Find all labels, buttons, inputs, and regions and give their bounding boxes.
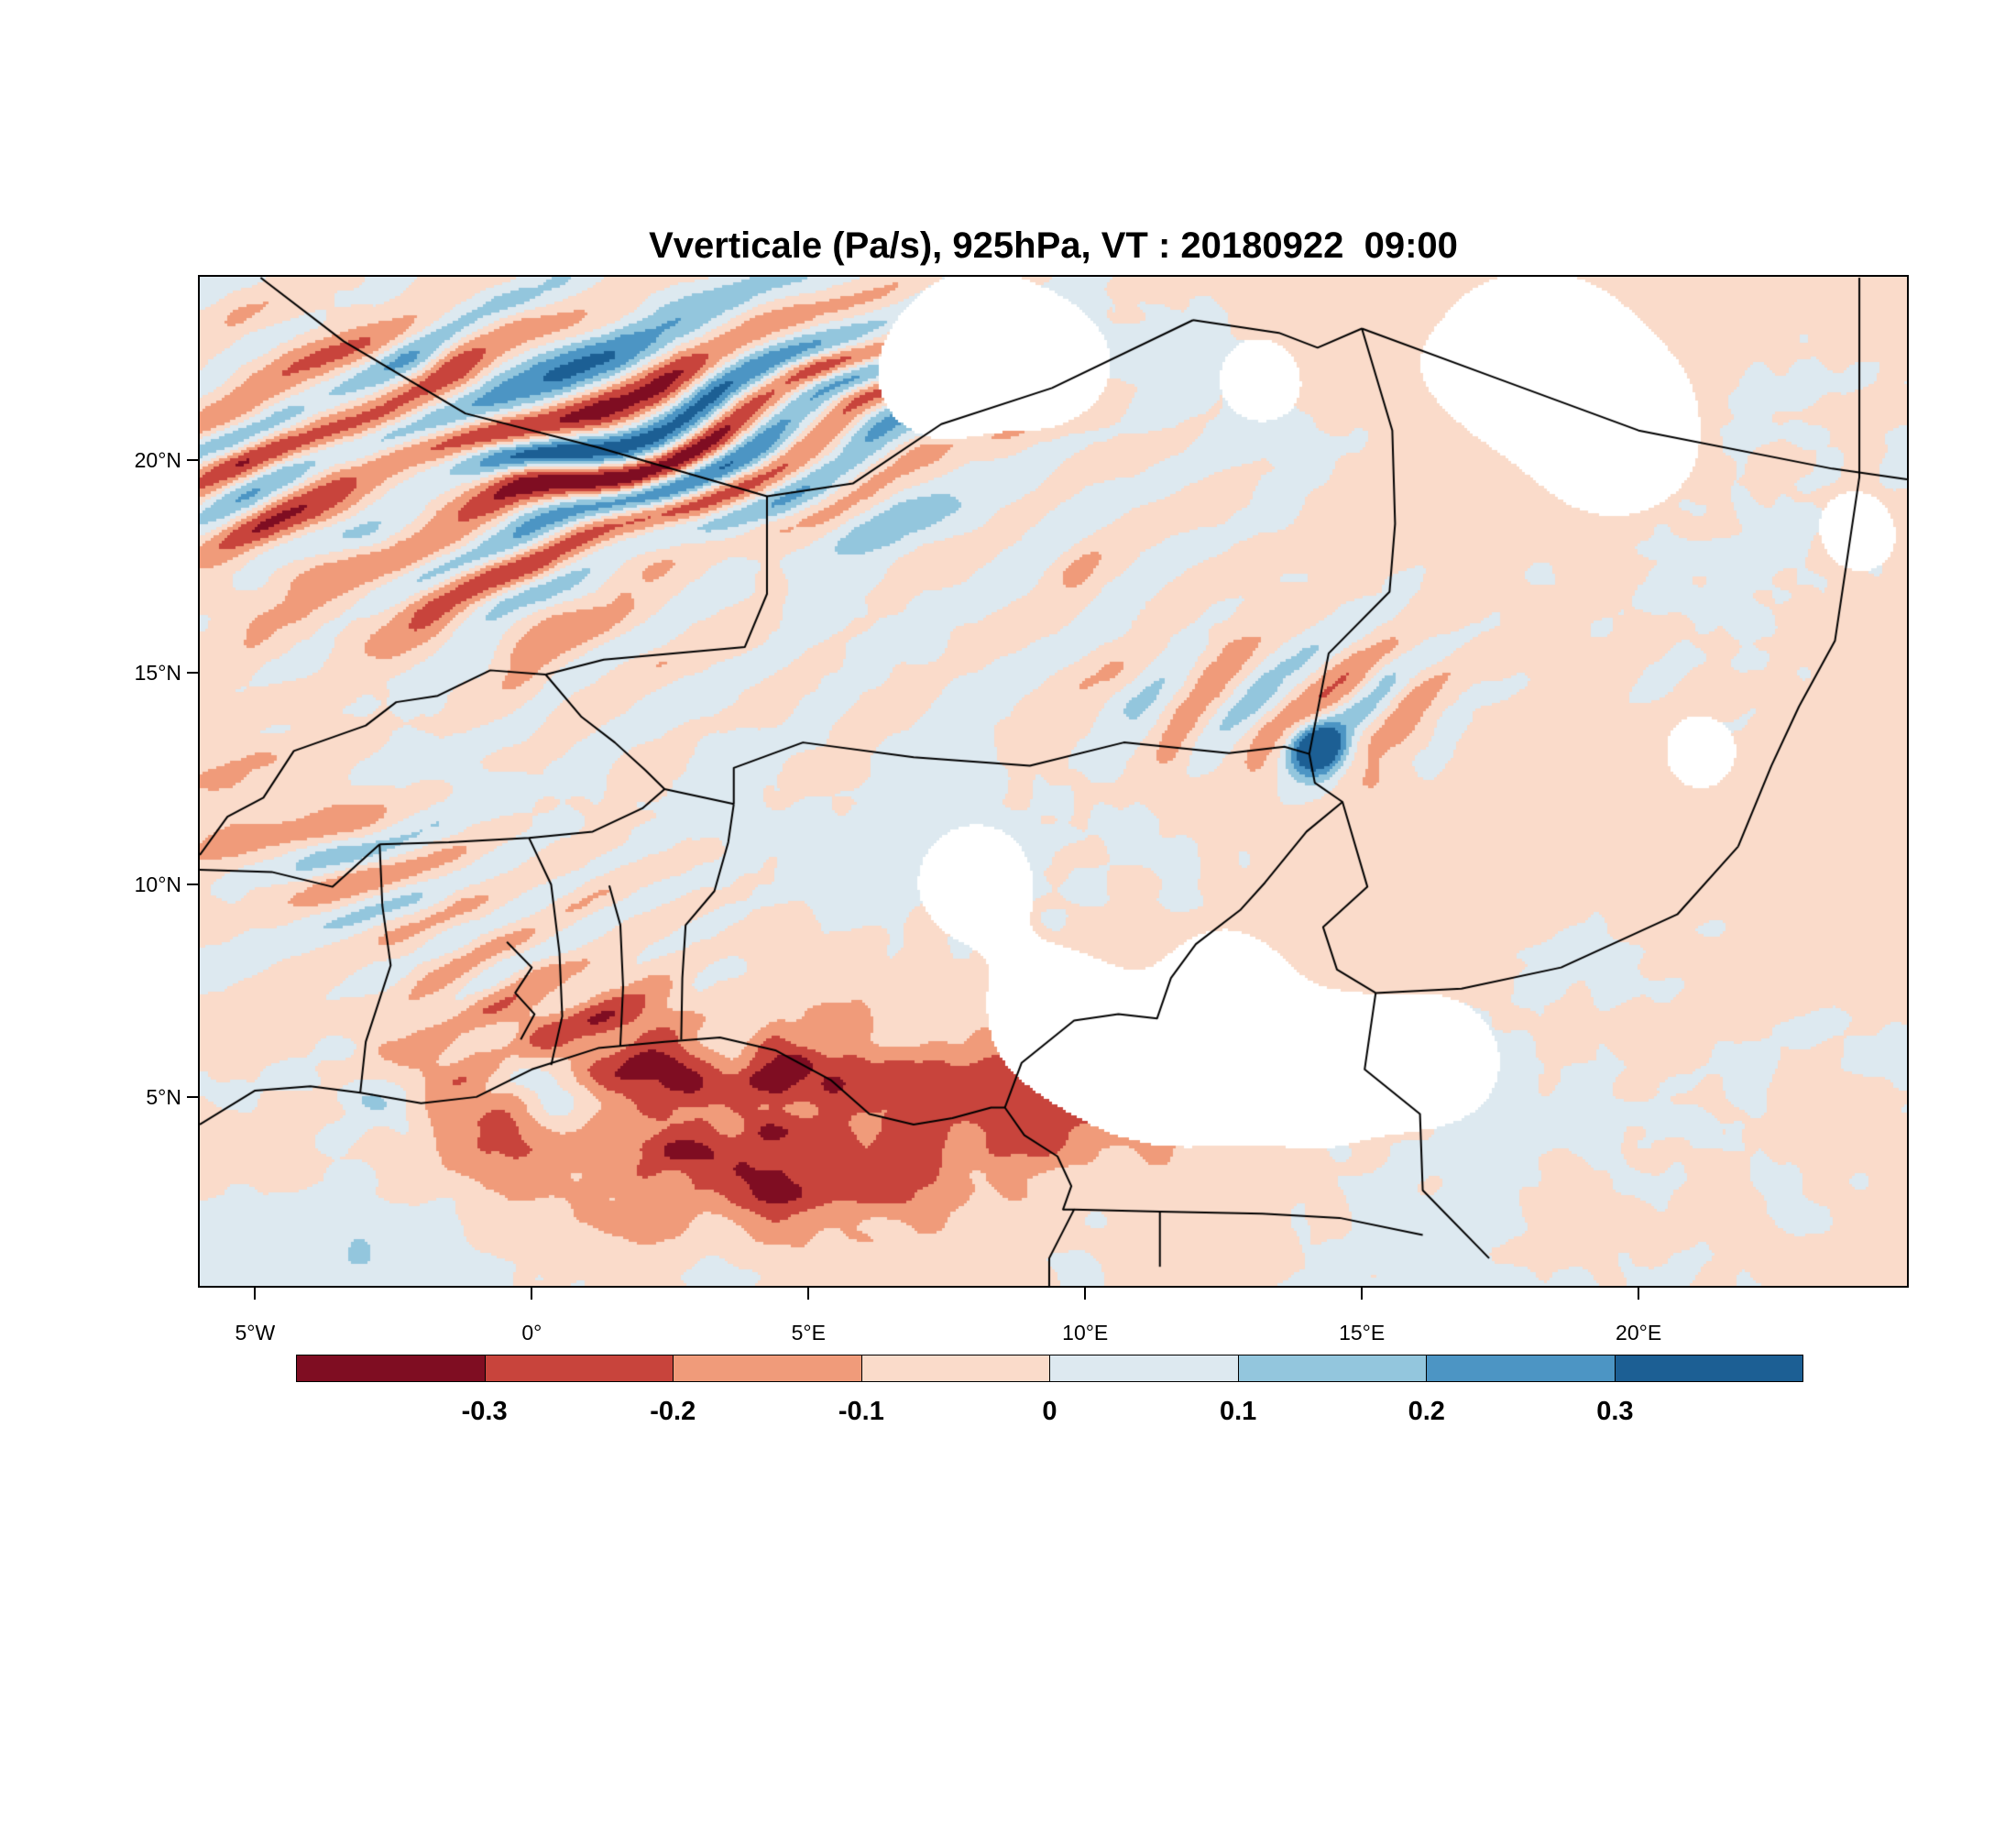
y-tick-label: 15°N bbox=[134, 660, 181, 685]
x-tick-mark bbox=[807, 1288, 810, 1300]
colorbar-cell bbox=[860, 1355, 1050, 1382]
x-tick-mark bbox=[531, 1288, 533, 1300]
colorbar-tick-label: 0 bbox=[1042, 1397, 1057, 1426]
x-tick-label: 5°W bbox=[235, 1321, 276, 1345]
x-tick-mark bbox=[1361, 1288, 1364, 1300]
x-tick-label: 10°E bbox=[1062, 1321, 1109, 1345]
colorbar-cell bbox=[484, 1355, 674, 1382]
x-tick-label: 5°E bbox=[791, 1321, 826, 1345]
colorbar-tick-label: -0.2 bbox=[650, 1397, 696, 1426]
colorbar-cell bbox=[1614, 1355, 1803, 1382]
y-tick-mark bbox=[187, 671, 200, 674]
y-tick-mark bbox=[187, 884, 200, 886]
colorbar bbox=[296, 1355, 1803, 1382]
x-tick-label: 15°E bbox=[1339, 1321, 1386, 1345]
colorbar-tick-label: -0.3 bbox=[461, 1397, 508, 1426]
colorbar-tick-label: 0.2 bbox=[1408, 1397, 1445, 1426]
x-tick-label: 0° bbox=[521, 1321, 542, 1345]
colorbar-cell bbox=[673, 1355, 862, 1382]
colorbar-cell bbox=[296, 1355, 486, 1382]
colorbar-tick-label: 0.3 bbox=[1596, 1397, 1634, 1426]
colorbar-tick-label: -0.1 bbox=[838, 1397, 884, 1426]
x-tick-mark bbox=[1638, 1288, 1640, 1300]
x-tick-label: 20°E bbox=[1616, 1321, 1662, 1345]
colorbar-cell bbox=[1237, 1355, 1427, 1382]
y-tick-label: 5°N bbox=[146, 1084, 181, 1109]
y-tick-mark bbox=[187, 459, 200, 462]
y-tick-label: 20°N bbox=[134, 448, 181, 473]
colorbar-cell bbox=[1426, 1355, 1616, 1382]
chart-title: Vverticale (Pa/s), 925hPa, VT : 20180922… bbox=[649, 225, 1458, 266]
y-tick-label: 10°N bbox=[134, 873, 181, 897]
map-frame bbox=[198, 275, 1909, 1288]
x-tick-mark bbox=[1084, 1288, 1087, 1300]
x-tick-mark bbox=[254, 1288, 257, 1300]
colorbar-cell bbox=[1049, 1355, 1239, 1382]
colorbar-tick-label: 0.1 bbox=[1219, 1397, 1257, 1426]
map-plot bbox=[200, 277, 1907, 1286]
y-tick-mark bbox=[187, 1095, 200, 1098]
